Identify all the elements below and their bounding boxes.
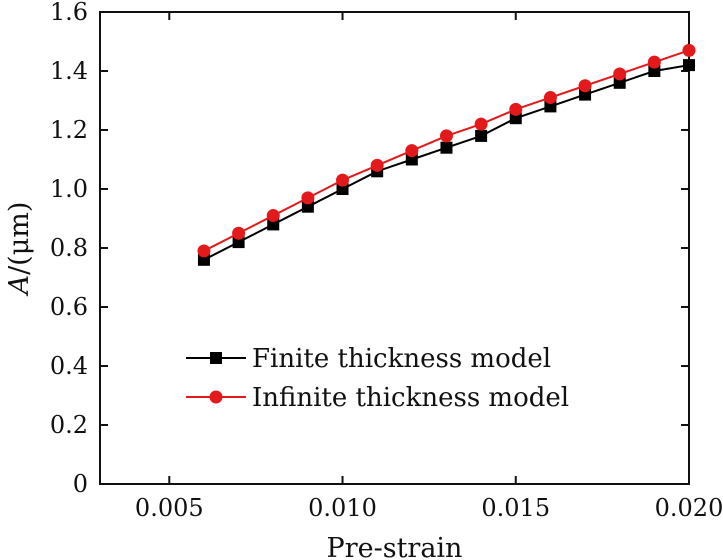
y-axis-title-unit: /(μm) — [4, 202, 35, 275]
plot-area — [100, 12, 689, 484]
plot-frame — [100, 12, 689, 484]
square-marker — [210, 352, 222, 364]
circle-marker — [267, 209, 280, 222]
line-chart: 0.005 0.010 0.015 0.020 0 0.2 0.4 0.6 0.8 1.0 1.2… — [0, 0, 723, 560]
y-axis-title-symbol: A — [4, 275, 35, 298]
x-tick-label: 0.010 — [308, 494, 377, 522]
y-tick-label: 0.4 — [50, 352, 88, 380]
series-line — [204, 65, 689, 260]
circle-marker — [210, 391, 223, 404]
circle-marker — [336, 174, 349, 187]
circle-marker — [544, 91, 557, 104]
circle-marker — [613, 67, 626, 80]
circle-marker — [232, 227, 245, 240]
circle-marker — [579, 79, 592, 92]
legend: Finite thickness model Infinite thickness… — [186, 344, 569, 413]
series-layer — [197, 44, 695, 266]
x-tick-label: 0.015 — [481, 494, 550, 522]
circle-marker — [197, 244, 210, 257]
y-tick-label: 1.0 — [50, 175, 88, 203]
y-tick-label: 0 — [73, 470, 88, 498]
y-tick-label: 0.8 — [50, 234, 88, 262]
x-tick-label: 0.005 — [135, 494, 204, 522]
circle-marker — [648, 56, 661, 69]
circle-marker — [683, 44, 696, 57]
legend-label: Infinite thickness model — [252, 383, 569, 413]
circle-marker — [440, 129, 453, 142]
y-tick-label: 1.4 — [50, 57, 88, 85]
legend-label: Finite thickness model — [252, 344, 551, 374]
circle-marker — [301, 191, 314, 204]
x-axis-title: Pre-strain — [327, 533, 463, 560]
y-axis-title: A/(μm) — [4, 202, 35, 298]
y-tick-label: 1.6 — [50, 0, 88, 26]
x-axis: 0.005 0.010 0.015 0.020 — [135, 12, 723, 522]
y-tick-label: 1.2 — [50, 116, 88, 144]
circle-marker — [475, 118, 488, 131]
y-tick-label: 0.6 — [50, 293, 88, 321]
y-axis: 0 0.2 0.4 0.6 0.8 1.0 1.2 1.4 1.6 — [50, 0, 689, 498]
series-finite — [198, 59, 695, 266]
x-tick-label: 0.020 — [655, 494, 723, 522]
legend-item: Finite thickness model — [186, 344, 551, 374]
circle-marker — [405, 144, 418, 157]
square-marker — [683, 59, 695, 71]
square-marker — [475, 130, 487, 142]
y-tick-label: 0.2 — [50, 411, 88, 439]
square-marker — [440, 142, 452, 154]
circle-marker — [509, 103, 522, 116]
legend-item: Infinite thickness model — [186, 383, 569, 413]
circle-marker — [371, 159, 384, 172]
